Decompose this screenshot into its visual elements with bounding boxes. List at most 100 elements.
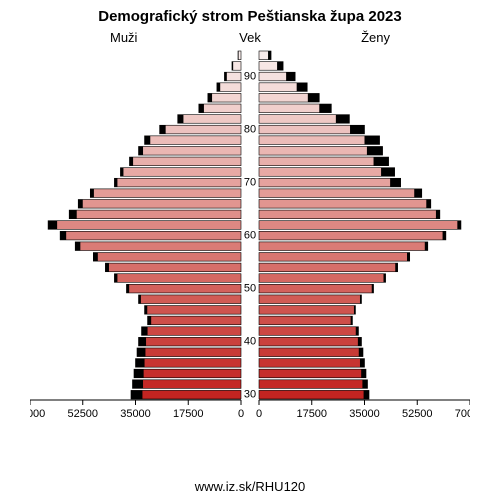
right-label: Ženy xyxy=(361,30,390,45)
women-bar xyxy=(259,199,431,208)
women-bar xyxy=(259,274,386,283)
women-mortality xyxy=(358,337,362,346)
men-mortality xyxy=(69,210,77,219)
women-mortality xyxy=(361,369,366,378)
women-mortality xyxy=(426,199,431,208)
pyramid-chart: 7000070000525005250035000350001750017500… xyxy=(30,48,470,438)
men-bar xyxy=(160,125,241,134)
men-bar xyxy=(145,136,241,145)
men-bar xyxy=(139,337,241,346)
women-mortality xyxy=(457,221,461,230)
x-tick-left: 52500 xyxy=(67,408,98,420)
men-bar xyxy=(90,189,241,198)
women-bar xyxy=(259,178,401,187)
men-mortality xyxy=(224,72,226,81)
women-mortality xyxy=(364,390,369,399)
women-bar xyxy=(259,242,428,251)
x-tick-left: 70000 xyxy=(30,408,45,420)
women-bar xyxy=(259,125,365,134)
men-bar xyxy=(224,72,241,81)
men-mortality xyxy=(238,51,239,60)
women-mortality xyxy=(365,136,380,145)
women-bar xyxy=(259,263,398,272)
women-bar xyxy=(259,316,352,325)
women-mortality xyxy=(359,348,363,357)
age-label: 40 xyxy=(244,336,256,348)
men-bar xyxy=(78,199,241,208)
men-mortality xyxy=(131,390,142,399)
women-bar xyxy=(259,295,361,304)
men-mortality xyxy=(208,93,212,102)
women-bar xyxy=(259,337,361,346)
women-mortality xyxy=(374,157,389,166)
x-tick-right: 70000 xyxy=(455,408,470,420)
women-mortality xyxy=(390,178,401,187)
women-mortality xyxy=(436,210,440,219)
men-bar xyxy=(139,146,241,155)
women-mortality xyxy=(297,83,308,92)
women-mortality xyxy=(383,274,385,283)
men-mortality xyxy=(114,178,117,187)
men-bar xyxy=(139,295,241,304)
men-bar xyxy=(148,316,241,325)
women-bar xyxy=(259,306,355,315)
men-bar xyxy=(132,380,241,389)
men-bar xyxy=(131,390,241,399)
men-mortality xyxy=(145,136,151,145)
source-footer: www.iz.sk/RHU120 xyxy=(0,479,500,494)
women-mortality xyxy=(268,51,271,60)
men-mortality xyxy=(148,316,152,325)
women-bar xyxy=(259,369,366,378)
men-bar xyxy=(120,168,241,177)
women-mortality xyxy=(336,115,350,124)
women-mortality xyxy=(360,359,365,368)
women-mortality xyxy=(286,72,295,81)
men-bar xyxy=(178,115,241,124)
men-mortality xyxy=(139,337,147,346)
men-bar xyxy=(232,62,241,71)
women-mortality xyxy=(308,93,319,102)
men-mortality xyxy=(232,62,233,71)
men-bar xyxy=(105,263,241,272)
women-mortality xyxy=(354,306,356,315)
women-mortality xyxy=(350,125,364,134)
men-bar xyxy=(137,348,241,357)
women-mortality xyxy=(425,242,428,251)
men-mortality xyxy=(137,348,145,357)
men-mortality xyxy=(93,253,98,262)
men-mortality xyxy=(178,115,184,124)
women-bar xyxy=(259,359,365,368)
women-mortality xyxy=(395,263,397,272)
men-mortality xyxy=(126,284,129,293)
women-bar xyxy=(259,168,395,177)
age-label: 30 xyxy=(244,389,256,401)
men-mortality xyxy=(139,146,144,155)
women-bar xyxy=(259,146,383,155)
women-bar xyxy=(259,390,369,399)
men-mortality xyxy=(134,369,144,378)
chart-container: Demografický strom Peštianska župa 2023 … xyxy=(0,0,500,500)
x-tick-left: 0 xyxy=(238,408,244,420)
women-mortality xyxy=(367,146,383,155)
women-bar xyxy=(259,210,440,219)
men-bar xyxy=(199,104,241,113)
x-tick-left: 17500 xyxy=(173,408,204,420)
chart-title: Demografický strom Peštianska župa 2023 xyxy=(0,8,500,25)
men-bar xyxy=(114,274,241,283)
women-bar xyxy=(259,231,446,240)
age-label: 70 xyxy=(244,177,256,189)
women-bar xyxy=(259,136,380,145)
women-mortality xyxy=(407,253,410,262)
men-bar xyxy=(145,306,241,315)
men-bar xyxy=(136,359,242,368)
men-bar xyxy=(93,253,241,262)
men-bar xyxy=(129,157,241,166)
left-label: Muži xyxy=(110,30,137,45)
women-mortality xyxy=(351,316,353,325)
women-bar xyxy=(259,284,374,293)
men-mortality xyxy=(136,359,145,368)
women-bar xyxy=(259,253,410,262)
center-label: Vek xyxy=(239,30,261,45)
men-mortality xyxy=(199,104,204,113)
women-mortality xyxy=(362,380,367,389)
